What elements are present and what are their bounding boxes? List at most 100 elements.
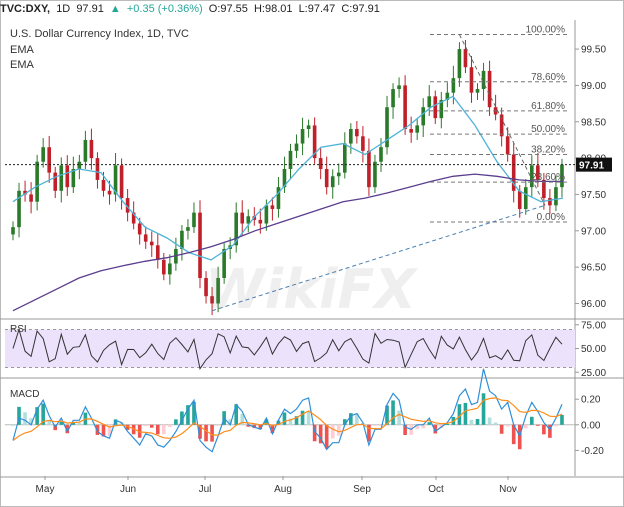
macd-histogram-bar [210,424,214,442]
macd-histogram-bar [475,419,480,425]
candle-body [125,198,130,213]
macd-histogram-bar [137,424,142,438]
macd-histogram-bar [264,419,269,425]
macd-histogram-bar [168,424,172,427]
rsi-band [5,329,575,368]
macd-histogram-bar [403,424,407,436]
macd-tick-label: 0.20 [581,395,601,406]
macd-histogram-bar [17,406,21,425]
macd-histogram-bar [355,413,359,425]
macd-histogram-bar [180,411,184,425]
macd-histogram-bar [258,424,263,430]
macd-histogram-bar [336,424,341,436]
macd-line [12,368,563,453]
fib-level-label: 78.60% [531,72,565,83]
macd-histogram-bar [487,417,492,425]
macd-histogram-bar [342,419,347,425]
macd-histogram-bar [282,412,287,425]
chart-title: U.S. Dollar Currency Index, 1D, TVC [10,28,189,40]
candle-body [17,190,21,228]
trendline-up [211,204,546,312]
ema-slow-line [12,173,563,312]
candle-body [276,187,281,209]
macd-histogram-bar [101,424,106,437]
legend-ema-2[interactable]: EMA [10,59,34,71]
candle-body [77,161,82,169]
open-value: O:97.55 [208,3,248,15]
candle-body [137,223,142,235]
candle-body [47,147,52,173]
candle-body [83,139,88,162]
change-up-icon: ▲ [109,3,121,15]
price-tick-label: 96.50 [581,263,606,274]
candle-body [222,248,226,279]
price-tick-label: 97.00 [581,226,606,237]
candle-body [204,278,208,297]
candle-body [330,176,335,188]
macd-histogram-bar [47,420,52,425]
macd-histogram-bar [59,421,64,425]
macd-histogram-bar [306,411,311,425]
candle-body [300,129,305,144]
macd-histogram-bar [276,420,281,425]
macd-histogram-bar [288,418,293,425]
macd-histogram-bar [294,416,299,425]
last-price-label: 97.91 [579,161,604,172]
candle-body [355,129,359,137]
candle-body [101,179,106,191]
candle-body [246,216,251,224]
macd-histogram-bar [560,414,564,425]
high-value: H:98.01 [253,3,293,15]
macd-histogram-bar [95,424,100,435]
macd-histogram-bar [421,424,426,429]
price-tick-label: 96.00 [581,299,606,310]
candle-body [439,99,444,119]
symbol-header: TVC:DXY, 1D 97.91 ▲ +0.35 (+0.36%) O:97.… [0,0,624,18]
candle-body [131,212,136,224]
symbol[interactable]: TVC:DXY, [0,3,51,15]
candle-body [35,161,39,202]
interval[interactable]: 1D [56,3,71,15]
candle-body [23,190,27,195]
candle-body [529,165,534,188]
macd-histogram-bar [41,403,45,425]
candle-body [397,85,401,90]
candle-body [523,187,528,209]
macd-histogram-bar [300,410,305,425]
macd-histogram-bar [29,418,33,425]
candle-body [536,165,540,180]
macd-histogram-bar [493,422,498,425]
candle-body [107,190,112,195]
macd-label: MACD [10,389,39,400]
candle-body [95,158,100,180]
candle-body [403,85,407,130]
macd-histogram-bar [270,424,275,434]
candle-body [41,147,45,162]
price-tick-label: 98.50 [581,117,606,128]
macd-histogram-bar [481,393,486,425]
candle-body [548,198,552,206]
macd-histogram-bar [131,424,136,435]
candle-body [379,147,383,162]
price-tick-label: 99.50 [581,45,606,56]
time-tick-label: Sep [353,484,371,495]
candle-body [89,139,94,159]
macd-histogram-bar [23,412,27,425]
fib-level-label: 61.80% [531,101,565,112]
legend-ema-1[interactable]: EMA [10,44,34,56]
candle-body [216,278,220,304]
macd-histogram-bar [234,404,239,425]
macd-histogram-bar [143,424,148,427]
candle-body [180,230,184,249]
candle-body [560,164,564,188]
macd-histogram-bar [324,424,329,449]
macd-signal-line [12,397,563,441]
candle-body [143,234,148,242]
macd-histogram-bar [391,400,395,425]
macd-histogram-bar [162,424,166,435]
macd-histogram-bar [125,424,130,430]
candle-body [385,107,389,148]
candle-body [342,143,347,173]
candle-body [542,179,546,199]
